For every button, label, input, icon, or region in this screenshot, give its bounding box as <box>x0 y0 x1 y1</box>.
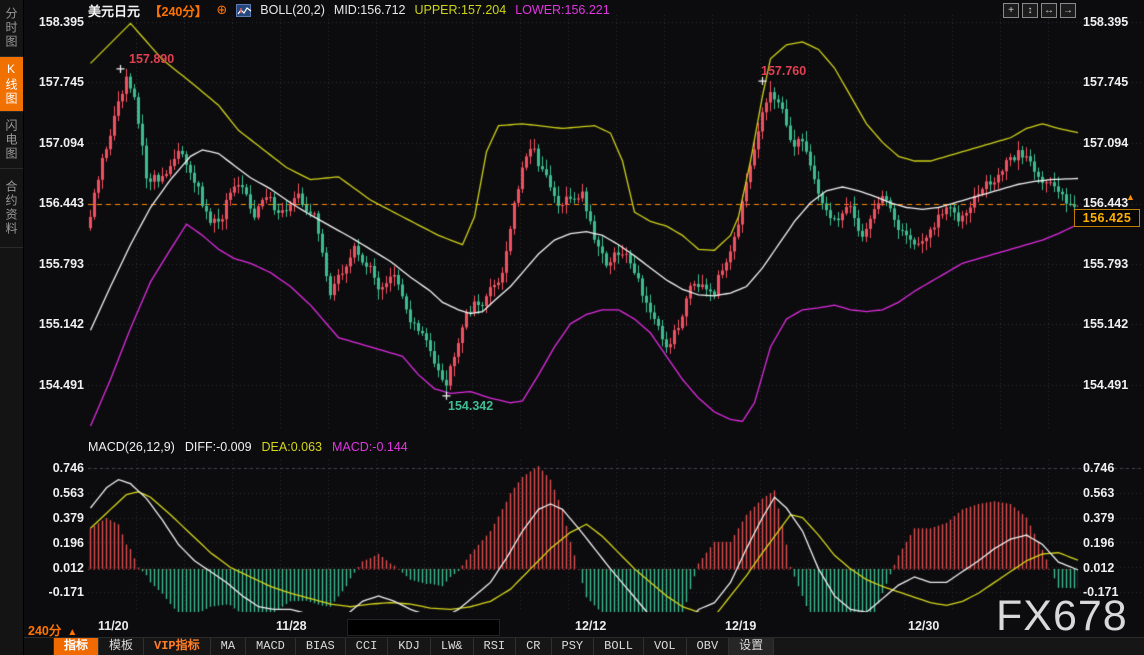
price-tick-label: 157.745 <box>38 75 84 89</box>
price-tick-label: 154.491 <box>38 378 84 392</box>
date-tick-label: 11/28 <box>276 619 307 633</box>
tab-ma[interactable]: MA <box>211 638 247 655</box>
period-badge[interactable]: 【240分】 <box>149 4 208 19</box>
tab-rsi[interactable]: RSI <box>474 638 517 655</box>
price-tick-label: 155.142 <box>38 317 84 331</box>
tab-settings[interactable]: 设置 <box>729 638 775 655</box>
macd-tick-label: 0.196 <box>1083 536 1115 550</box>
indicator-toolbar: 指标 模板 VIP指标 MA MACD BIAS CCI KDJ LW& RSI… <box>24 637 1144 655</box>
sidebar-item-time-chart[interactable]: 分时图 <box>0 0 23 57</box>
macd-tick-label: -0.171 <box>48 585 84 599</box>
period-selector[interactable]: 240分 ▲ <box>28 620 77 639</box>
macd-tick-label: 0.563 <box>52 486 84 500</box>
tab-indicator[interactable]: 指标 <box>54 638 100 655</box>
macd-tick-label: 0.012 <box>52 561 84 575</box>
candlestick-chart-icon <box>236 3 252 17</box>
symbol-title: 美元日元 <box>88 3 141 19</box>
pan-icon[interactable]: + <box>1003 3 1019 18</box>
boll-mid-value: MID:156.712 <box>333 3 406 17</box>
macd-tick-label: 0.379 <box>1083 511 1115 525</box>
tab-cr[interactable]: CR <box>516 638 552 655</box>
swing-low-annotation: 154.342 <box>448 399 494 413</box>
sidebar-item-label: K线图 <box>4 62 18 106</box>
tab-vol[interactable]: VOL <box>644 638 687 655</box>
sidebar-item-kline-chart[interactable]: K线图 <box>0 57 23 112</box>
tab-lwr[interactable]: LW& <box>431 638 474 655</box>
macd-header: MACD(26,12,9) DIFF:-0.009 DEA:0.063 MACD… <box>88 440 408 454</box>
sidebar-item-label: 合约资料 <box>4 180 18 236</box>
date-tick-label: 12/30 <box>908 619 940 633</box>
go-to-latest-icon[interactable]: → <box>1060 3 1076 18</box>
price-tick-label: 157.094 <box>38 136 84 150</box>
price-tick-label: 157.745 <box>1083 75 1129 89</box>
sidebar-item-contract-info[interactable]: 合约资料 <box>0 169 23 248</box>
macd-params-label: MACD(26,12,9) <box>88 440 175 454</box>
toolbar-spacer <box>24 638 54 655</box>
boll-upper-value: UPPER:157.204 <box>414 3 507 17</box>
watermark: FX678 <box>996 592 1128 640</box>
macd-tick-label: -0.171 <box>1083 585 1119 599</box>
price-tick-label: 156.443 <box>38 196 84 210</box>
macd-macd-value: MACD:-0.144 <box>332 440 408 454</box>
tab-kdj[interactable]: KDJ <box>388 638 431 655</box>
add-circle-icon[interactable]: ⊕ <box>216 2 228 17</box>
chart-header: 美元日元 【240分】 ⊕ BOLL(20,2) MID:156.712 UPP… <box>88 2 610 19</box>
sidebar-item-flash-chart[interactable]: 闪电图 <box>0 112 23 169</box>
x-axis-row: 240分 ▲ 11/20 11/28 12/12 12/19 12/30 <box>0 616 1144 639</box>
tab-bias[interactable]: BIAS <box>296 638 346 655</box>
boll-indicator-label: BOLL(20,2) <box>260 3 325 17</box>
tab-boll[interactable]: BOLL <box>594 638 644 655</box>
macd-tick-label: 0.563 <box>1083 486 1115 500</box>
price-marker-icon: ▲ <box>1126 192 1135 202</box>
last-price-tag: 156.425 <box>1074 209 1140 227</box>
price-tick-label: 154.491 <box>1083 378 1129 392</box>
chart-type-sidebar: 分时图 K线图 闪电图 合约资料 <box>0 0 24 655</box>
tab-vip-indicator[interactable]: VIP指标 <box>144 638 211 655</box>
price-tick-label: 155.142 <box>1083 317 1129 331</box>
price-tick-label: 155.793 <box>1083 257 1129 271</box>
scale-vertical-icon[interactable]: ↕ <box>1022 3 1038 18</box>
chart-tools: + ↕ ↔ → <box>1003 3 1076 18</box>
macd-tick-label: 0.196 <box>52 536 84 550</box>
tab-cci[interactable]: CCI <box>346 638 389 655</box>
macd-dea-value: DEA:0.063 <box>261 440 322 454</box>
price-tick-label: 158.395 <box>38 15 84 29</box>
scale-horizontal-icon[interactable]: ↔ <box>1041 3 1057 18</box>
macd-tick-label: 0.012 <box>1083 561 1115 575</box>
triangle-up-icon: ▲ <box>67 627 78 638</box>
boll-lower-value: LOWER:156.221 <box>515 3 610 17</box>
tab-psy[interactable]: PSY <box>552 638 595 655</box>
x-scrollbar-thumb[interactable] <box>347 619 500 636</box>
sidebar-item-label: 闪电图 <box>4 119 18 161</box>
tab-template[interactable]: 模板 <box>99 638 145 655</box>
date-tick-label: 12/12 <box>575 619 607 633</box>
price-tick-label: 157.094 <box>1083 136 1129 150</box>
price-tick-label: 158.395 <box>1083 15 1129 29</box>
price-tick-label: 156.443 <box>1083 196 1129 210</box>
swing-high-annotation: 157.760 <box>761 64 807 78</box>
price-tick-label: 155.793 <box>38 257 84 271</box>
date-tick-label: 12/19 <box>725 619 757 633</box>
macd-tick-label: 0.746 <box>1083 461 1115 475</box>
macd-diff-value: DIFF:-0.009 <box>184 440 252 454</box>
macd-tick-label: 0.746 <box>52 461 84 475</box>
date-tick-label: 11/20 <box>98 619 129 633</box>
tab-obv[interactable]: OBV <box>687 638 730 655</box>
period-label: 240分 <box>28 624 62 638</box>
macd-tick-label: 0.379 <box>52 511 84 525</box>
sidebar-item-label: 分时图 <box>4 7 18 49</box>
swing-high-annotation: 157.890 <box>129 52 175 66</box>
tab-macd[interactable]: MACD <box>246 638 296 655</box>
